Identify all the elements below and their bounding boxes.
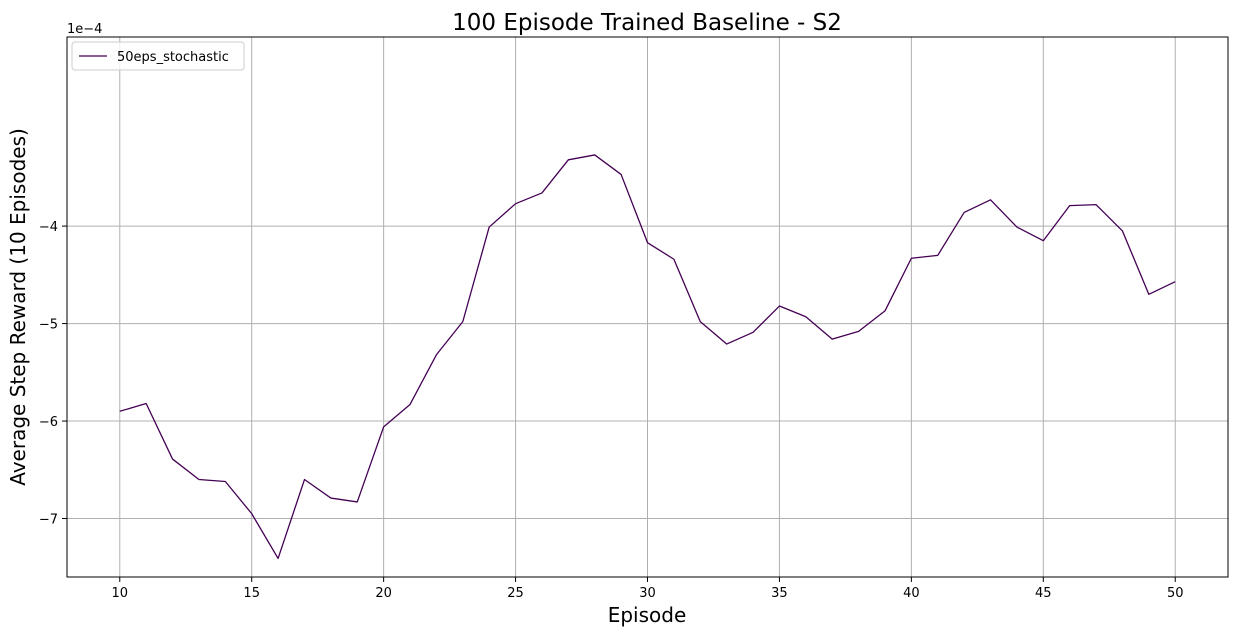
y-offset-label: 1e−4 [67, 22, 102, 37]
plot-frame [66, 36, 1229, 578]
y-axis-title: Average Step Reward (10 Episodes) [6, 128, 30, 486]
legend-box [71, 41, 245, 71]
x-tick-label: 45 [1035, 586, 1052, 601]
x-tick-label: 40 [903, 586, 920, 601]
grid [67, 37, 1228, 577]
x-axis-title: Episode [608, 603, 687, 627]
ticks: 10 15 20 25 30 35 40 45 50 −7 −6 −5 −4 [39, 220, 1184, 601]
y-tick-label: −5 [39, 318, 58, 333]
x-tick-label: 25 [507, 586, 524, 601]
x-tick-label: 50 [1167, 586, 1184, 601]
y-tick-label: −7 [39, 513, 58, 528]
chart-title: 100 Episode Trained Baseline - S2 [452, 10, 842, 36]
series-layer [119, 154, 1176, 560]
y-tick-label: −4 [39, 220, 58, 235]
legend-label: 50eps_stochastic [117, 50, 229, 65]
x-tick-label: 30 [639, 586, 656, 601]
x-tick-label: 10 [111, 586, 128, 601]
x-tick-label: 35 [771, 586, 788, 601]
series-line [119, 154, 1176, 560]
y-tick-label: −6 [39, 415, 58, 430]
x-tick-label: 15 [243, 586, 260, 601]
x-tick-label: 20 [375, 586, 392, 601]
legend: 50eps_stochastic [71, 41, 245, 71]
